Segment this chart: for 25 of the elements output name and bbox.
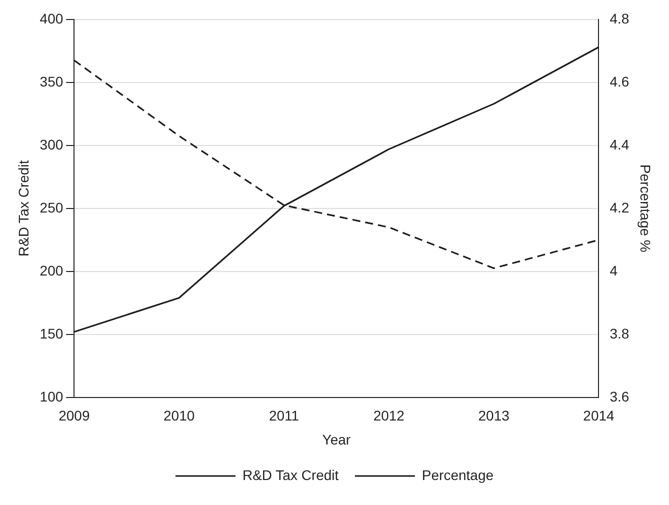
x-tick-label: 2009 bbox=[58, 408, 90, 424]
legend-label: Percentage bbox=[422, 466, 494, 483]
y2-tick-label: 4.2 bbox=[610, 199, 630, 216]
y2-tick-label: 4.6 bbox=[610, 73, 630, 90]
x-tick-label: 2011 bbox=[268, 408, 300, 424]
y-tick-label: 300 bbox=[40, 136, 64, 152]
y2-axis-title: Percentage % bbox=[638, 164, 654, 252]
y2-tick-label: 4 bbox=[610, 262, 618, 278]
x-tick-label: 2014 bbox=[583, 408, 615, 424]
y2-tick-label: 3.6 bbox=[610, 388, 630, 404]
y-tick-label: 100 bbox=[40, 388, 64, 404]
y2-tick-label: 4.4 bbox=[610, 136, 630, 152]
y-tick-label: 350 bbox=[40, 73, 64, 90]
x-tick-label: 2013 bbox=[478, 408, 510, 424]
x-tick-label: 2012 bbox=[373, 408, 405, 424]
x-axis-title: Year bbox=[322, 431, 351, 448]
y-axis-title: R&D Tax Credit bbox=[15, 160, 32, 257]
y-tick-label: 250 bbox=[40, 199, 64, 216]
x-tick-label: 2010 bbox=[163, 408, 195, 424]
y2-tick-label: 4.8 bbox=[610, 10, 630, 26]
y-tick-label: 200 bbox=[40, 262, 64, 278]
y-tick-label: 150 bbox=[40, 325, 64, 342]
y-tick-label: 400 bbox=[40, 10, 64, 26]
y2-tick-label: 3.8 bbox=[610, 325, 630, 342]
legend-label: R&D Tax Credit bbox=[242, 466, 339, 483]
